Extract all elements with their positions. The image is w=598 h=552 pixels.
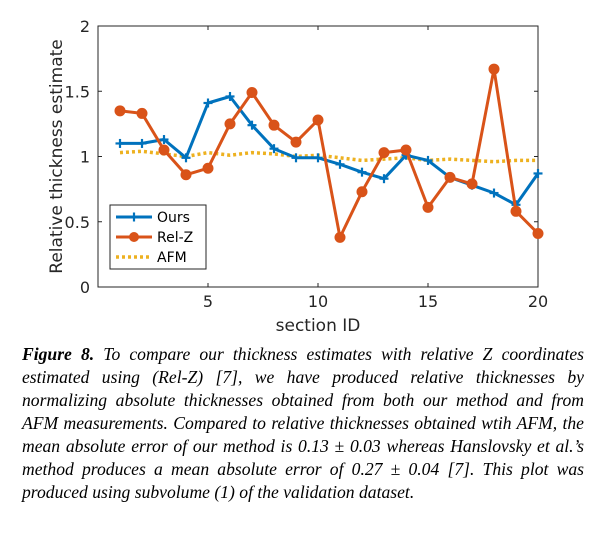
data-point-rel-z (312, 114, 324, 126)
x-tick-label: 15 (418, 292, 438, 311)
figure-caption: Figure 8. To compare our thickness estim… (22, 343, 584, 504)
legend-label: Ours (157, 210, 190, 226)
legend-entry-ours: Ours (116, 210, 190, 226)
data-point-rel-z (400, 144, 412, 156)
legend-entry-rel-z: Rel-Z (116, 230, 193, 246)
data-point-ours (247, 120, 257, 130)
data-point-ours (291, 153, 301, 163)
y-tick-label: 2 (80, 17, 90, 36)
data-point-rel-z (114, 105, 126, 117)
data-point-ours (269, 144, 279, 154)
data-point-rel-z (202, 162, 214, 174)
data-point-ours (159, 135, 169, 145)
data-point-rel-z (356, 186, 368, 198)
series-rel-z (114, 63, 544, 243)
x-tick-label: 10 (308, 292, 328, 311)
data-point-rel-z (378, 147, 390, 159)
y-tick-label: 0.5 (65, 213, 90, 232)
data-point-rel-z (158, 144, 170, 156)
data-point-ours (115, 138, 125, 148)
data-point-rel-z (466, 178, 478, 190)
legend: Ours Rel-Z AFM (109, 204, 207, 270)
series-afm (119, 149, 538, 164)
data-point-rel-z (180, 169, 192, 181)
data-point-rel-z (444, 171, 456, 183)
data-point-rel-z (136, 107, 148, 119)
legend-entry-afm: AFM (116, 250, 187, 266)
data-point-rel-z (488, 63, 500, 75)
data-point-ours (203, 98, 213, 108)
series-line-afm (119, 149, 538, 164)
x-axis-label: section ID (276, 316, 361, 336)
figure-chart: 5 10 15 20 0 0.5 1 1.5 2 section ID Relative thick… (47, 17, 548, 336)
x-tick-label: 5 (203, 292, 213, 311)
data-point-rel-z (510, 205, 522, 217)
data-point-ours (423, 155, 433, 165)
caption-label: Figure 8. (22, 344, 95, 364)
data-point-ours (313, 153, 323, 163)
data-point-ours (533, 168, 543, 178)
data-point-ours (379, 174, 389, 184)
data-point-rel-z (246, 87, 258, 99)
data-point-ours (489, 188, 499, 198)
data-point-ours (181, 153, 191, 163)
x-tick-label: 20 (528, 292, 548, 311)
legend-label: AFM (157, 250, 187, 266)
data-point-rel-z (224, 118, 236, 130)
y-axis-label: Relative thickness estimate (47, 39, 67, 273)
legend-marker (129, 232, 139, 242)
data-point-ours (137, 138, 147, 148)
y-tick-label: 1 (80, 148, 90, 167)
data-point-rel-z (422, 201, 434, 213)
line-chart: 5 10 15 20 0 0.5 1 1.5 2 section ID Relative thick… (47, 17, 548, 336)
caption-text: To compare our thickness estimates with … (22, 344, 584, 502)
legend-label: Rel-Z (157, 230, 193, 246)
data-point-rel-z (268, 119, 280, 131)
y-tick-label: 0 (80, 278, 90, 297)
y-tick-label: 1.5 (65, 82, 90, 101)
data-point-ours (357, 167, 367, 177)
data-point-rel-z (334, 231, 346, 243)
data-point-ours (335, 159, 345, 169)
data-point-ours (225, 91, 235, 101)
data-point-rel-z (290, 136, 302, 148)
data-point-rel-z (532, 227, 544, 239)
